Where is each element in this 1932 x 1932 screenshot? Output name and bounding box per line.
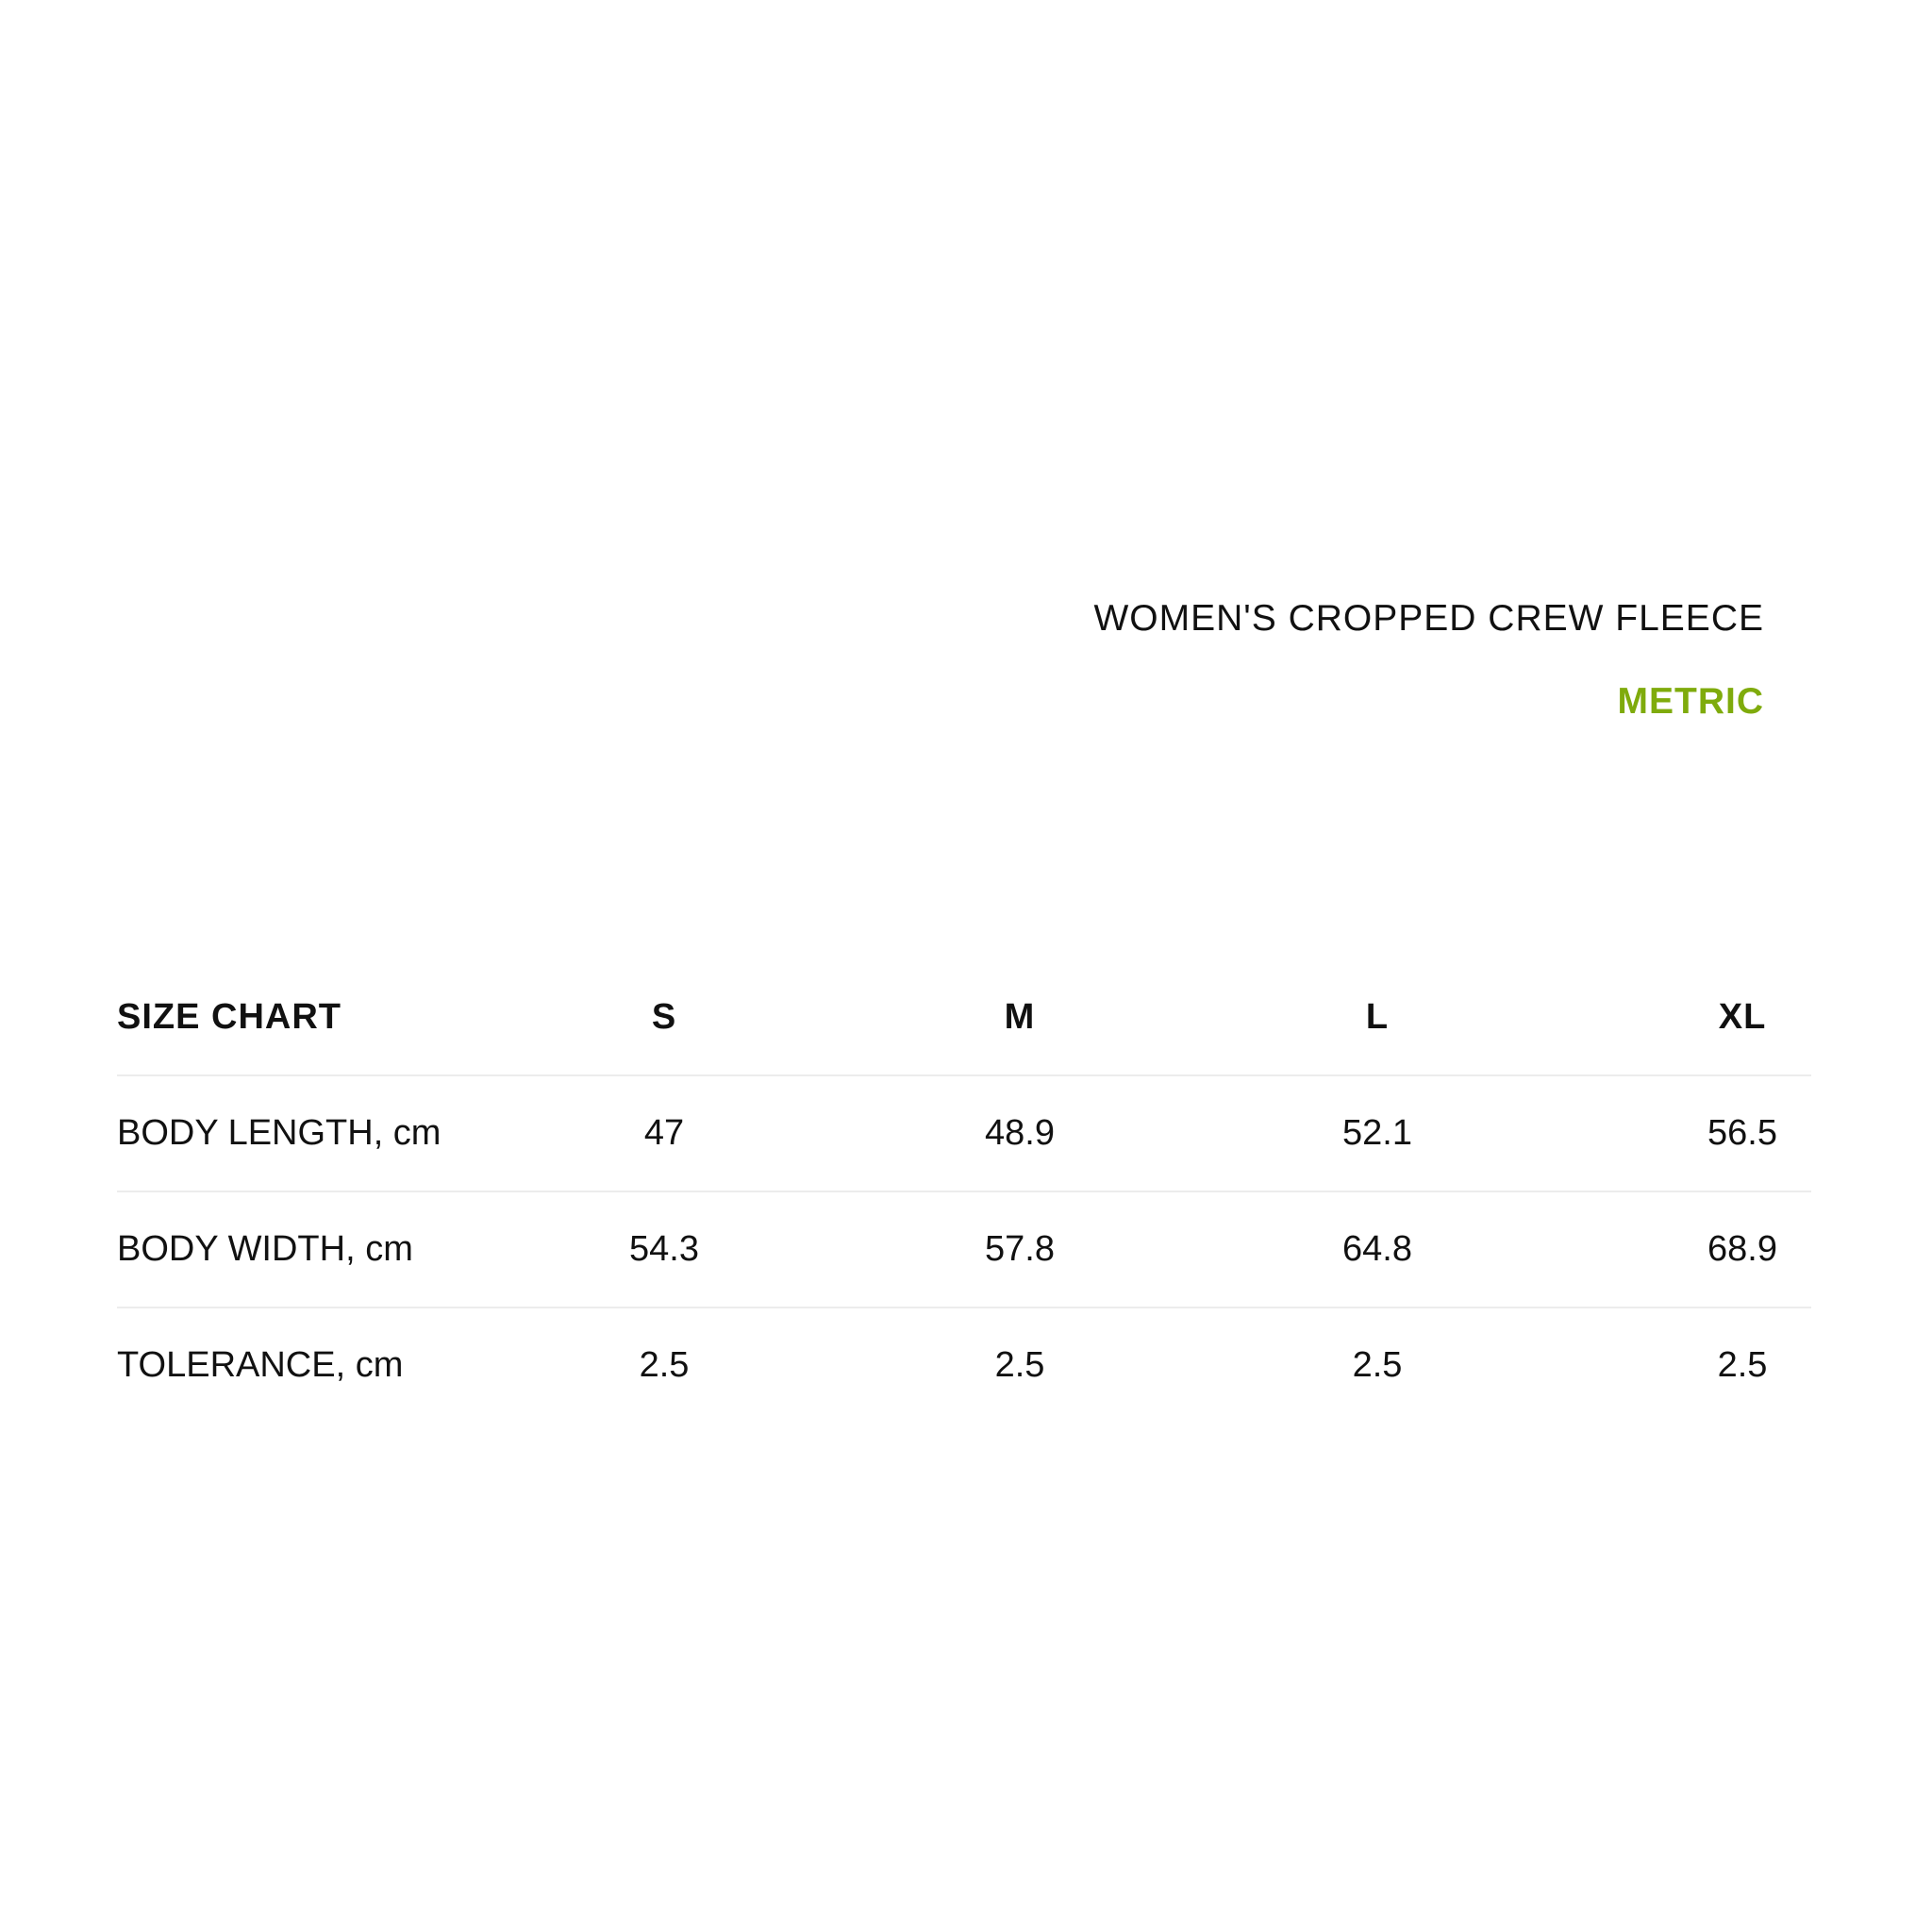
table-header: SIZE CHART S M L XL <box>117 960 1811 1076</box>
row-label: BODY LENGTH, cm <box>117 1113 441 1153</box>
header-size-l: L <box>1365 997 1390 1037</box>
cell-value: 54.3 <box>629 1229 699 1269</box>
cell-value: 52.1 <box>1342 1113 1412 1153</box>
cell-value: 57.8 <box>985 1229 1055 1269</box>
table-row: TOLERANCE, cm 2.5 2.5 2.5 2.5 <box>117 1308 1811 1423</box>
cell-value: 2.5 <box>1352 1345 1403 1385</box>
cell-value: 2.5 <box>1717 1345 1768 1385</box>
header-size-s: S <box>651 997 677 1037</box>
cell-value: 2.5 <box>639 1345 690 1385</box>
table-row: BODY LENGTH, cm 47 48.9 52.1 56.5 <box>117 1076 1811 1192</box>
cell-value: 47 <box>643 1113 685 1153</box>
row-label: BODY WIDTH, cm <box>117 1229 413 1269</box>
cell-value: 68.9 <box>1707 1229 1777 1269</box>
header-size-chart: SIZE CHART <box>117 997 341 1037</box>
table-row: BODY WIDTH, cm 54.3 57.8 64.8 68.9 <box>117 1192 1811 1308</box>
cell-value: 2.5 <box>994 1345 1045 1385</box>
product-title: WOMEN'S CROPPED CREW FLEECE <box>1093 598 1764 639</box>
header-size-m: M <box>1004 997 1036 1037</box>
row-label: TOLERANCE, cm <box>117 1345 404 1385</box>
size-chart-table: SIZE CHART S M L XL BODY LENGTH, cm 47 4… <box>117 960 1811 1423</box>
cell-value: 56.5 <box>1707 1113 1777 1153</box>
cell-value: 48.9 <box>985 1113 1055 1153</box>
unit-system-label[interactable]: METRIC <box>1617 681 1764 722</box>
header-size-xl: XL <box>1718 997 1767 1037</box>
cell-value: 64.8 <box>1342 1229 1412 1269</box>
